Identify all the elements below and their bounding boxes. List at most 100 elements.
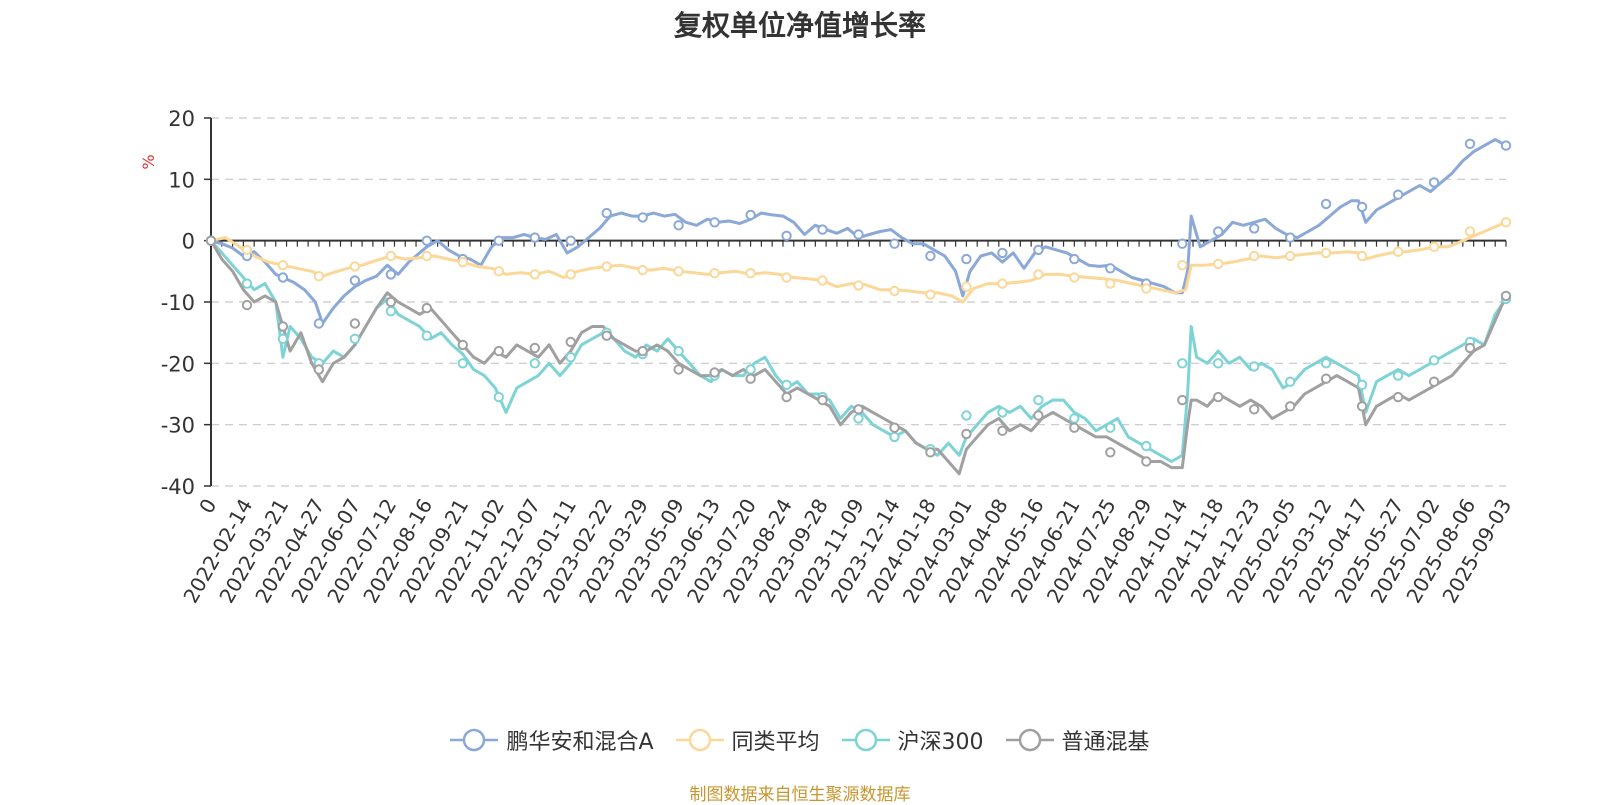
data-point-0[interactable] [277,272,289,283]
data-point-0[interactable] [1285,232,1296,243]
data-point-2[interactable] [745,364,756,375]
data-point-2[interactable] [1033,394,1044,406]
data-point-3[interactable] [1320,373,1332,384]
data-point-0[interactable] [1033,244,1044,256]
data-point-3[interactable] [961,428,972,440]
data-point-3[interactable] [1356,401,1368,412]
data-point-3[interactable] [997,425,1008,436]
data-point-1[interactable] [781,272,792,283]
data-point-0[interactable] [313,318,325,329]
data-point-3[interactable] [853,404,864,415]
data-point-3[interactable] [349,318,361,329]
data-point-1[interactable] [1033,269,1044,280]
data-point-1[interactable] [1105,278,1116,289]
data-point-1[interactable] [1177,260,1188,271]
data-point-1[interactable] [1392,246,1404,257]
data-point-3[interactable] [385,296,397,308]
data-point-0[interactable] [1464,138,1476,150]
data-point-2[interactable] [385,306,397,317]
data-point-3[interactable] [457,339,468,351]
data-point-1[interactable] [1141,283,1152,294]
data-point-2[interactable] [1069,413,1080,424]
data-point-2[interactable] [1213,358,1224,369]
data-point-3[interactable] [1500,290,1512,302]
data-point-3[interactable] [1428,376,1440,387]
legend-item-2[interactable]: 沪深300 [841,724,984,756]
data-point-1[interactable] [1249,250,1260,262]
data-point-2[interactable] [1249,361,1260,372]
data-point-3[interactable] [1285,401,1296,412]
data-point-0[interactable] [565,235,576,246]
data-point-3[interactable] [313,364,325,375]
data-point-0[interactable] [853,229,864,240]
data-point-3[interactable] [1033,410,1044,421]
data-point-1[interactable] [385,250,397,262]
data-point-1[interactable] [1320,247,1332,259]
data-point-2[interactable] [781,379,792,390]
data-point-2[interactable] [1177,358,1188,369]
data-point-0[interactable] [349,275,361,286]
data-point-1[interactable] [1069,272,1080,283]
data-point-3[interactable] [781,391,792,403]
data-point-0[interactable] [601,207,612,219]
data-point-1[interactable] [241,244,253,256]
data-point-3[interactable] [1464,342,1476,354]
data-point-0[interactable] [673,220,684,231]
data-point-0[interactable] [529,232,540,243]
data-point-1[interactable] [637,264,648,276]
data-point-0[interactable] [421,235,432,246]
data-point-1[interactable] [277,260,289,271]
data-point-0[interactable] [385,269,397,280]
data-point-1[interactable] [421,250,432,262]
data-point-3[interactable] [421,302,432,314]
data-point-0[interactable] [493,235,504,246]
data-point-0[interactable] [1105,263,1116,274]
data-point-2[interactable] [241,278,253,289]
data-point-3[interactable] [637,345,648,357]
data-point-3[interactable] [1249,404,1260,415]
data-point-2[interactable] [349,333,361,344]
data-point-0[interactable] [1069,253,1080,265]
data-point-2[interactable] [529,358,540,369]
data-point-1[interactable] [529,269,540,280]
data-point-1[interactable] [565,269,576,280]
series-line-3[interactable] [209,239,1508,476]
data-point-1[interactable] [601,261,612,272]
data-point-3[interactable] [709,367,720,378]
data-point-2[interactable] [1285,376,1296,387]
data-point-0[interactable] [1392,189,1404,200]
data-point-2[interactable] [457,358,468,369]
data-point-0[interactable] [889,238,900,249]
data-point-0[interactable] [637,212,648,223]
data-point-3[interactable] [817,394,828,406]
data-point-3[interactable] [925,447,936,458]
data-point-3[interactable] [745,373,756,384]
data-point-1[interactable] [1500,217,1512,228]
data-point-0[interactable] [1320,198,1332,210]
data-point-1[interactable] [1428,241,1440,253]
data-point-1[interactable] [493,266,504,277]
data-point-2[interactable] [853,413,864,424]
data-point-2[interactable] [493,391,504,403]
data-point-3[interactable] [889,422,900,433]
data-point-1[interactable] [925,289,936,300]
data-point-2[interactable] [1428,355,1440,366]
data-point-2[interactable] [1356,379,1368,390]
data-point-2[interactable] [421,330,432,341]
data-point-1[interactable] [1213,258,1224,270]
data-point-3[interactable] [493,345,504,357]
data-point-2[interactable] [961,410,972,421]
data-point-1[interactable] [709,268,720,279]
data-point-3[interactable] [1213,391,1224,403]
data-point-0[interactable] [961,253,972,265]
data-point-1[interactable] [889,285,900,297]
data-point-0[interactable] [745,209,756,221]
data-point-0[interactable] [925,250,936,262]
data-point-3[interactable] [601,330,612,341]
data-point-2[interactable] [565,352,576,363]
data-point-3[interactable] [529,342,540,354]
data-point-1[interactable] [853,280,864,291]
data-point-2[interactable] [1141,440,1152,452]
data-point-1[interactable] [961,281,972,292]
data-point-0[interactable] [997,247,1008,259]
